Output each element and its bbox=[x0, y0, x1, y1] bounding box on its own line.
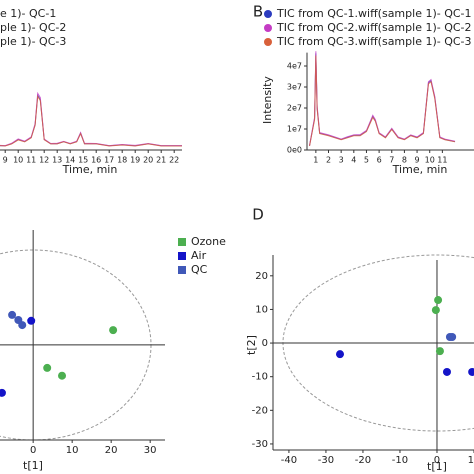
legend-label: e 1)- QC-1 bbox=[0, 7, 56, 20]
x-tick-label: 15 bbox=[78, 156, 88, 165]
tic-line bbox=[309, 55, 456, 147]
point bbox=[58, 371, 67, 380]
x-tick-label: 19 bbox=[130, 156, 140, 165]
y-tick-label: 20 bbox=[255, 271, 268, 282]
x-tick-label: 17 bbox=[104, 156, 114, 165]
legend-label: ple 1)- QC-3 bbox=[0, 35, 66, 48]
point bbox=[0, 388, 6, 397]
x-tick-label: 16 bbox=[91, 156, 101, 165]
y-tick-label: 1e7 bbox=[287, 125, 302, 134]
point bbox=[27, 316, 36, 325]
legend-label: QC bbox=[191, 263, 208, 276]
x-tick-label: 12 bbox=[39, 156, 49, 165]
y-tick-label: -30 bbox=[252, 439, 268, 450]
y-tick-label: 2e7 bbox=[287, 104, 302, 113]
y-tick-label: 4e7 bbox=[287, 62, 302, 71]
legend-marker bbox=[178, 266, 186, 274]
x-tick-label: 11 bbox=[26, 156, 36, 165]
point bbox=[43, 363, 52, 372]
legend-label: ple 1)- QC-2 bbox=[0, 21, 66, 34]
legend-label: Ozone bbox=[191, 235, 226, 248]
x-tick-label: 0 bbox=[30, 445, 36, 456]
point bbox=[18, 321, 27, 330]
y-axis-label: t[2] bbox=[245, 335, 258, 355]
x-tick-label: 2 bbox=[326, 156, 331, 165]
point bbox=[445, 333, 454, 342]
legend-label: TIC from QC-3.wiff(sample 1)- QC-3 bbox=[276, 35, 472, 48]
x-tick-label: 22 bbox=[169, 156, 179, 165]
x-tick-label: -20 bbox=[355, 455, 371, 466]
point bbox=[431, 306, 440, 315]
point bbox=[8, 310, 17, 319]
tic-line bbox=[309, 51, 456, 146]
legend-marker bbox=[264, 38, 272, 46]
x-tick-label: 1 bbox=[313, 156, 318, 165]
legend-marker bbox=[178, 252, 186, 260]
x-tick-label: 21 bbox=[156, 156, 166, 165]
panel-label: D bbox=[252, 206, 264, 224]
point bbox=[336, 350, 344, 359]
x-axis-label: t[1] bbox=[427, 460, 447, 473]
point bbox=[435, 347, 444, 356]
x-axis-label: t[1] bbox=[23, 459, 43, 472]
tic-line bbox=[0, 94, 182, 147]
x-tick-label: 3 bbox=[339, 156, 344, 165]
y-tick-label: -10 bbox=[252, 372, 268, 383]
point bbox=[109, 326, 118, 335]
panel-label: B bbox=[253, 3, 263, 21]
legend-label: Air bbox=[191, 249, 207, 262]
x-axis-label: Time, min bbox=[392, 163, 448, 176]
x-tick-label: 10 bbox=[13, 156, 23, 165]
y-tick-label: 10 bbox=[255, 304, 268, 315]
point bbox=[468, 367, 474, 376]
x-tick-label: 10 bbox=[425, 156, 435, 165]
x-tick-label: 20 bbox=[105, 445, 118, 456]
tic-line bbox=[0, 93, 182, 147]
x-tick-label: 10 bbox=[468, 455, 474, 466]
x-tick-label: 9 bbox=[415, 156, 420, 165]
y-tick-label: 0e0 bbox=[287, 146, 302, 155]
x-tick-label: 9 bbox=[3, 156, 8, 165]
legend-marker bbox=[178, 238, 186, 246]
point bbox=[434, 296, 443, 305]
x-tick-label: -10 bbox=[392, 455, 408, 466]
x-tick-label: 18 bbox=[117, 156, 127, 165]
x-tick-label: 30 bbox=[144, 445, 157, 456]
x-tick-label: 4 bbox=[351, 156, 356, 165]
y-axis-label: Intensity bbox=[261, 76, 274, 124]
y-tick-label: -20 bbox=[252, 405, 268, 416]
y-tick-label: 0 bbox=[262, 338, 268, 349]
x-tick-label: 11 bbox=[437, 156, 447, 165]
point bbox=[442, 367, 451, 376]
x-tick-label: 14 bbox=[65, 156, 75, 165]
legend-marker bbox=[264, 10, 272, 18]
x-tick-label: -40 bbox=[281, 455, 297, 466]
y-tick-label: 3e7 bbox=[287, 83, 302, 92]
legend-label: TIC from QC-2.wiff(sample 1)- QC-2 bbox=[276, 21, 472, 34]
x-tick-label: 7 bbox=[389, 156, 394, 165]
legend-marker bbox=[264, 24, 272, 32]
tic-line bbox=[309, 53, 456, 146]
x-tick-label: 13 bbox=[52, 156, 62, 165]
x-axis-label: Time, min bbox=[62, 163, 118, 176]
x-tick-label: -30 bbox=[318, 455, 334, 466]
x-tick-label: 6 bbox=[377, 156, 382, 165]
x-tick-label: 8 bbox=[402, 156, 407, 165]
tic-line bbox=[0, 91, 182, 147]
legend-label: TIC from QC-1.wiff(sample 1)- QC-1 bbox=[276, 7, 472, 20]
x-tick-label: 20 bbox=[143, 156, 153, 165]
x-tick-label: 10 bbox=[66, 445, 79, 456]
x-tick-label: 0 bbox=[434, 455, 440, 466]
x-tick-label: 5 bbox=[364, 156, 369, 165]
